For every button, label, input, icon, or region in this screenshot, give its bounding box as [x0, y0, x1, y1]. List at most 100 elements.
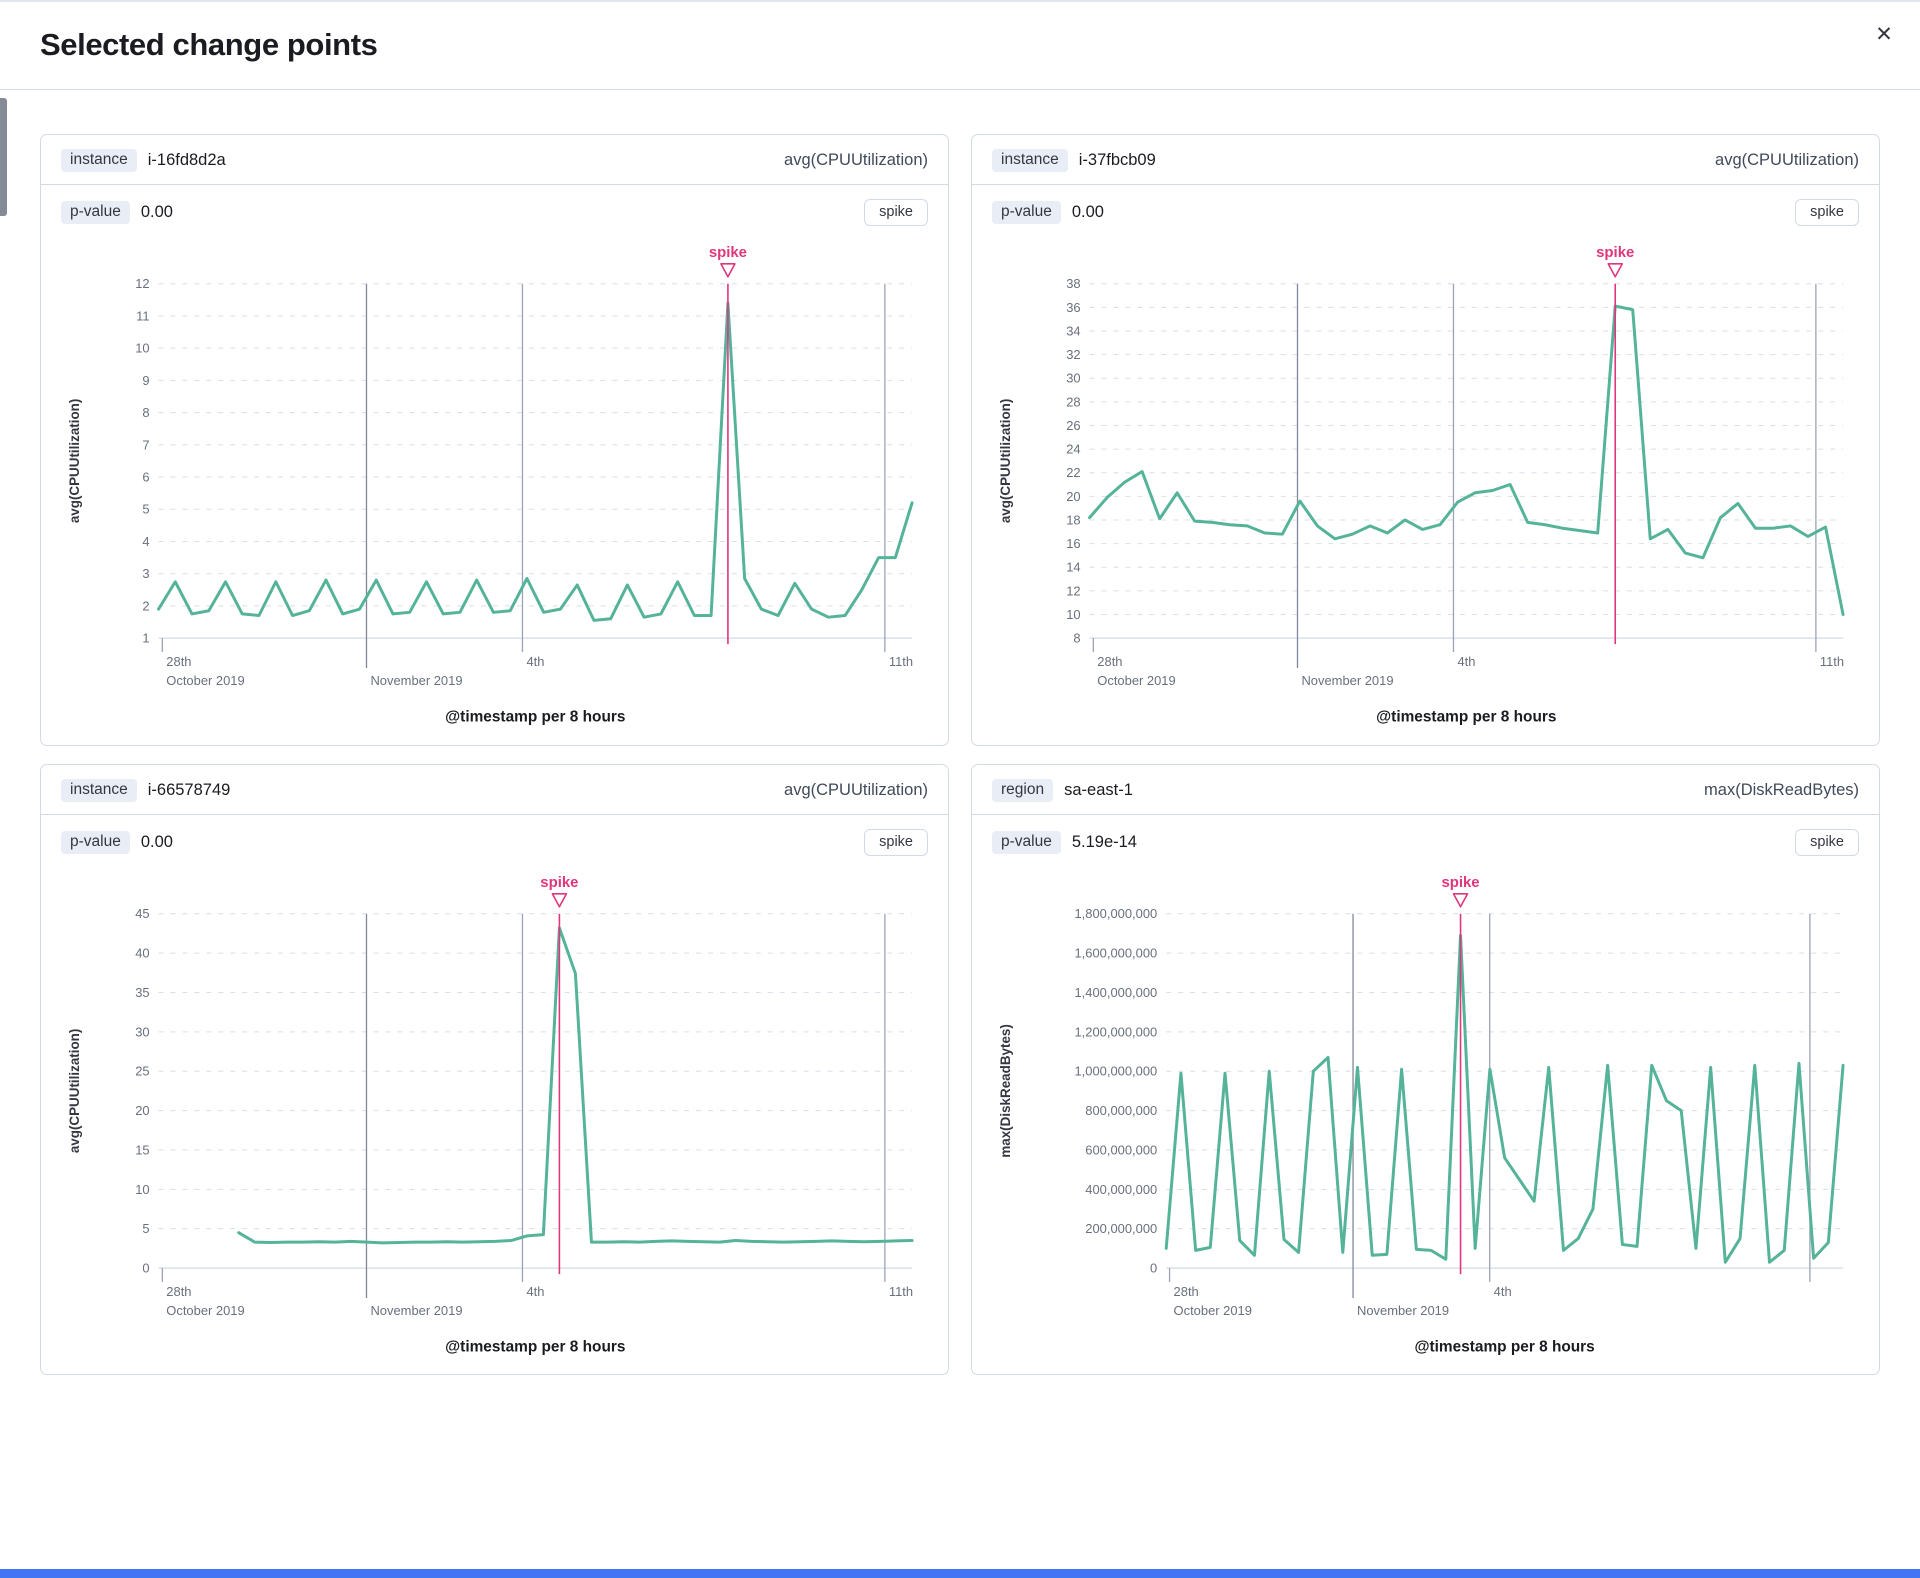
y-axis-title: avg(CPUUtilization)	[998, 399, 1013, 524]
change-point-chart: 0 200,000,000 400,000,000 600,000,000 800,00…	[972, 858, 1879, 1375]
field-value: i-16fd8d2a	[147, 151, 226, 169]
svg-text:36: 36	[1066, 300, 1080, 315]
line-chart: 0 200,000,000 400,000,000 600,000,000 800,00…	[998, 874, 1845, 1355]
svg-text:1,200,000,000: 1,200,000,000	[1074, 1024, 1157, 1039]
metric-label: avg(CPUUtilization)	[784, 780, 928, 799]
p-value: 0.00	[140, 832, 173, 851]
spike-marker-icon	[1607, 263, 1623, 278]
svg-text:34: 34	[1066, 324, 1080, 339]
svg-text:200,000,000: 200,000,000	[1085, 1221, 1157, 1236]
svg-text:spike: spike	[1441, 874, 1479, 891]
change-point-chart: 1 2 3 4 5 6 7 8 9 10 11 12 28th October 2019 November …	[41, 228, 948, 745]
series-line	[1088, 304, 1845, 617]
svg-text:October 2019: October 2019	[166, 1303, 244, 1318]
svg-text:5: 5	[142, 502, 149, 517]
change-points-grid: instance i-16fd8d2a avg(CPUUtilization) …	[40, 134, 1880, 1376]
svg-text:28th: 28th	[1097, 654, 1122, 669]
change-point-chart: 8 10 12 14 16 18 20 22 24 26 28 30 32 34 36 38 28th Octob…	[972, 228, 1879, 745]
svg-text:28th: 28th	[1174, 1284, 1199, 1299]
svg-text:25: 25	[135, 1063, 149, 1078]
svg-text:12: 12	[135, 276, 149, 291]
svg-text:28: 28	[1066, 394, 1080, 409]
svg-text:45: 45	[135, 906, 149, 921]
x-axis-title: @timestamp per 8 hours	[445, 709, 625, 726]
svg-text:November 2019: November 2019	[370, 1303, 462, 1318]
svg-text:4th: 4th	[1457, 654, 1475, 669]
x-axis-title: @timestamp per 8 hours	[1415, 1338, 1595, 1355]
svg-text:October 2019: October 2019	[1174, 1303, 1252, 1318]
series-line	[237, 926, 914, 1245]
line-chart: 0 5 10 15 20 25 30 35 40 45 28th October 2019 Novemb…	[67, 874, 914, 1355]
field-name-badge: region	[992, 778, 1054, 802]
svg-text:38: 38	[1066, 276, 1080, 291]
series-line	[1164, 933, 1845, 1264]
svg-text:28th: 28th	[166, 1284, 191, 1299]
svg-text:1: 1	[142, 631, 149, 646]
svg-text:November 2019: November 2019	[1357, 1303, 1449, 1318]
spike-marker-icon	[1452, 892, 1469, 908]
p-value: 0.00	[140, 203, 173, 221]
x-axis-title: @timestamp per 8 hours	[445, 1338, 625, 1355]
x-axis: 28th October 2019 November 2019 4th	[1168, 913, 1811, 1318]
y-axis-title: avg(CPUUtilization)	[67, 1028, 82, 1153]
svg-text:11th: 11th	[1820, 654, 1844, 669]
change-point-chart: 0 5 10 15 20 25 30 35 40 45 28th October 2019 Novemb…	[41, 858, 948, 1375]
svg-text:spike: spike	[709, 244, 747, 261]
x-axis: 28th October 2019 November 2019 4th 11th	[1092, 283, 1844, 688]
spike-annotation: spike	[709, 244, 747, 645]
change-point-type-badge[interactable]: spike	[1795, 199, 1859, 226]
svg-text:10: 10	[135, 341, 149, 356]
svg-text:35: 35	[135, 985, 149, 1000]
card-header: region sa-east-1 max(DiskReadBytes)	[972, 765, 1879, 815]
svg-text:40: 40	[135, 945, 149, 960]
card-header: instance i-16fd8d2a avg(CPUUtilization)	[41, 135, 948, 185]
field-name-badge: instance	[61, 778, 137, 802]
svg-text:October 2019: October 2019	[166, 673, 244, 688]
svg-text:22: 22	[1066, 465, 1080, 480]
close-icon[interactable]: ✕	[1866, 16, 1902, 52]
field-name-badge: instance	[992, 149, 1068, 172]
p-value-badge: p-value	[992, 201, 1061, 224]
svg-text:30: 30	[1066, 371, 1080, 386]
svg-text:400,000,000: 400,000,000	[1085, 1182, 1157, 1197]
svg-text:26: 26	[1066, 418, 1080, 433]
card-header: instance i-66578749 avg(CPUUtilization)	[41, 765, 948, 815]
background-bottom-bar	[0, 1569, 1920, 1578]
line-chart: 8 10 12 14 16 18 20 22 24 26 28 30 32 34 36 38 28th Octob…	[998, 244, 1845, 726]
svg-text:2: 2	[142, 598, 149, 613]
p-value: 5.19e-14	[1071, 832, 1137, 851]
svg-text:3: 3	[142, 566, 149, 581]
change-point-type-badge[interactable]: spike	[864, 828, 928, 856]
svg-text:8: 8	[142, 405, 149, 420]
change-point-card: instance i-37fbcb09 avg(CPUUtilization) …	[971, 134, 1880, 746]
p-value-badge: p-value	[61, 830, 130, 854]
svg-text:4th: 4th	[526, 1284, 544, 1299]
metric-label: avg(CPUUtilization)	[1715, 151, 1859, 169]
svg-text:7: 7	[142, 437, 149, 452]
modal-top-edge	[0, 0, 1920, 2]
card-subheader: p-value 0.00 spike	[41, 185, 948, 228]
y-axis: 8 10 12 14 16 18 20 22 24 26 28 30 32 34 36 38	[1066, 276, 1844, 646]
change-point-type-badge[interactable]: spike	[864, 199, 928, 226]
svg-text:November 2019: November 2019	[370, 673, 462, 688]
card-subheader: p-value 5.19e-14 spike	[972, 815, 1879, 858]
series-line	[157, 301, 914, 622]
spike-marker-icon	[720, 263, 736, 278]
card-subheader: p-value 0.00 spike	[972, 185, 1879, 228]
svg-text:6: 6	[142, 470, 149, 485]
svg-text:spike: spike	[1596, 244, 1634, 261]
change-points-modal: Selected change points ✕ instance i-16fd…	[0, 16, 1920, 1376]
page-title: Selected change points	[40, 27, 378, 62]
svg-text:5: 5	[142, 1221, 149, 1236]
change-point-type-badge[interactable]: spike	[1795, 828, 1859, 856]
y-axis-title: max(DiskReadBytes)	[998, 1024, 1013, 1158]
svg-text:11th: 11th	[889, 654, 913, 669]
svg-text:1,400,000,000: 1,400,000,000	[1074, 985, 1157, 1000]
field-value: i-66578749	[147, 780, 231, 799]
svg-text:28th: 28th	[166, 654, 191, 669]
svg-text:10: 10	[135, 1182, 149, 1197]
spike-annotation: spike	[540, 874, 578, 1274]
svg-text:11: 11	[136, 308, 149, 323]
